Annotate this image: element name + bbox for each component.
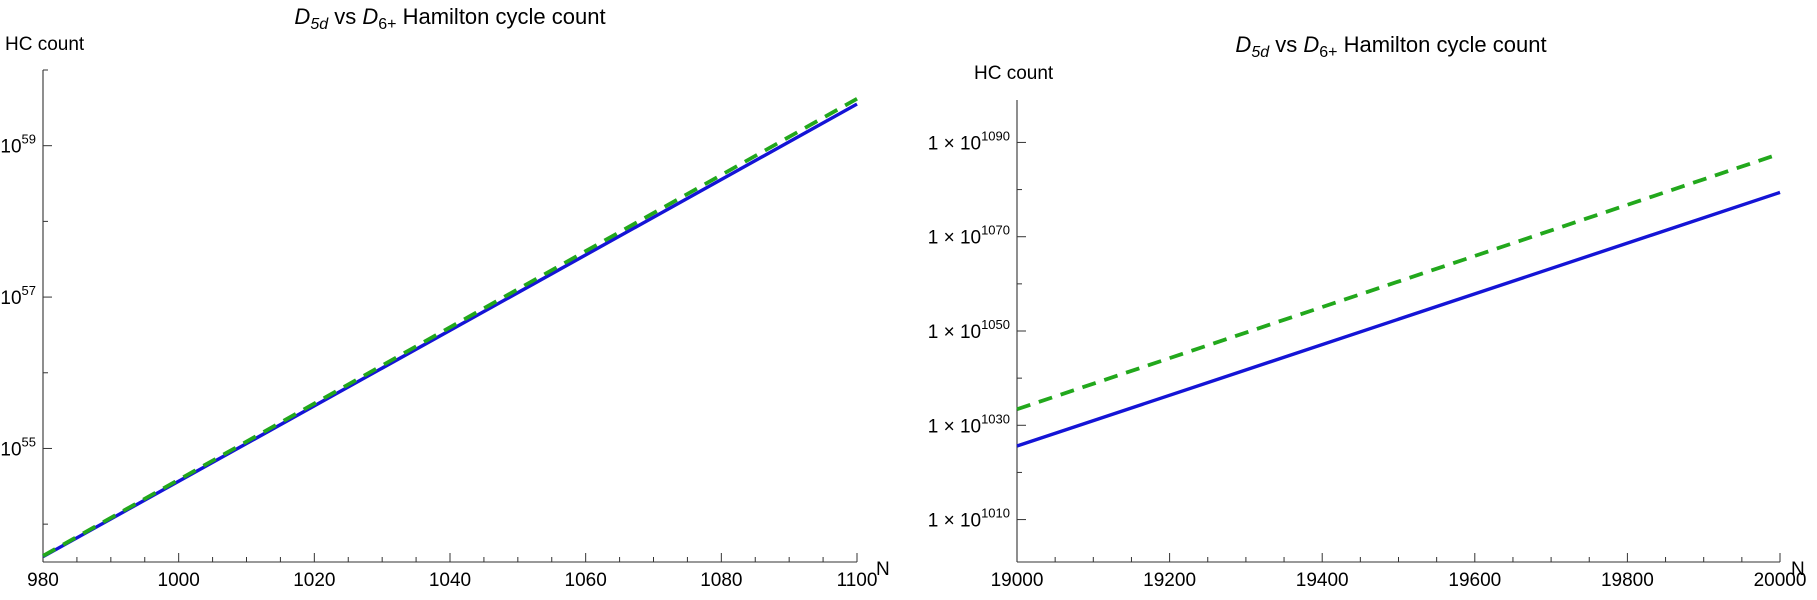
x-tick-label: 19000 bbox=[991, 570, 1044, 591]
x-tick-label: 19400 bbox=[1296, 570, 1349, 591]
y-tick-label: 1 × 101070 bbox=[928, 223, 1010, 249]
chart-panel-2: D5d vs D6+ Hamilton cycle count HC count N… bbox=[928, 32, 1807, 591]
y-axis-label: HC count bbox=[5, 34, 85, 55]
y-tick-label: 1 × 101030 bbox=[928, 411, 1010, 437]
x-tick-label: 1020 bbox=[293, 570, 335, 591]
x-tick-label: 1080 bbox=[700, 570, 742, 591]
chart-title: D5d vs D6+ Hamilton cycle count bbox=[1235, 32, 1546, 61]
y-tick-label: 1 × 101050 bbox=[928, 317, 1010, 343]
series-line-1-solid bbox=[1016, 190, 1781, 448]
series-line-2-dashed bbox=[1016, 151, 1781, 412]
chart-panel-1: D5d vs D6+ Hamilton cycle count HC count N… bbox=[0, 4, 889, 591]
y-axis-label: HC count bbox=[974, 63, 1054, 84]
x-tick-label: 1000 bbox=[158, 570, 200, 591]
x-tick-label: 20000 bbox=[1754, 570, 1807, 591]
y-tick-label: 1059 bbox=[0, 132, 36, 158]
x-tick-label: 1060 bbox=[565, 570, 607, 591]
y-tick-label: 1055 bbox=[0, 434, 36, 460]
x-tick-label: 19600 bbox=[1448, 570, 1501, 591]
y-tick-label: 1 × 101010 bbox=[928, 506, 1010, 532]
x-axis-label: N bbox=[1791, 559, 1805, 580]
series-line-1-solid bbox=[42, 102, 858, 559]
chart-title: D5d vs D6+ Hamilton cycle count bbox=[294, 4, 605, 33]
x-tick-label: 19200 bbox=[1143, 570, 1196, 591]
x-tick-label: 1100 bbox=[837, 570, 878, 591]
y-tick-label: 1 × 101090 bbox=[928, 128, 1010, 154]
y-tick-label: 1057 bbox=[0, 283, 36, 309]
x-axis-label: N bbox=[876, 559, 890, 580]
series-line-2-dashed bbox=[42, 97, 858, 558]
x-tick-label: 1040 bbox=[429, 570, 471, 591]
x-tick-label: 980 bbox=[27, 570, 59, 591]
x-tick-label: 19800 bbox=[1601, 570, 1654, 591]
